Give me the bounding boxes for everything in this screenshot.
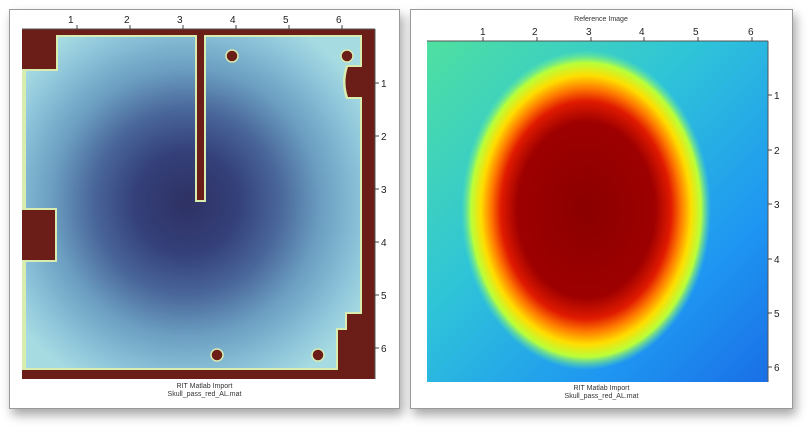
x-tick-label: 3 bbox=[177, 15, 183, 26]
x-tick-label: 6 bbox=[748, 27, 754, 38]
x-tick-label: 6 bbox=[336, 15, 342, 26]
y-tick-label: 2 bbox=[774, 146, 780, 157]
reference-title: Reference Image bbox=[574, 16, 628, 23]
y-tick-label: 4 bbox=[381, 238, 387, 249]
left-y-axis: 1 2 3 4 5 6 bbox=[375, 79, 387, 355]
x-tick-label: 4 bbox=[639, 27, 645, 38]
marker-hole bbox=[225, 49, 239, 63]
x-tick-label: 1 bbox=[68, 15, 74, 26]
x-tick-label: 5 bbox=[693, 27, 699, 38]
left-footer-source: RIT Matlab Import bbox=[176, 383, 233, 390]
reference-image-plot[interactable]: Reference Image 1 2 3 4 5 6 1 bbox=[411, 10, 792, 408]
left-footer-filename: Skull_pass_red_AL.mat bbox=[167, 391, 242, 398]
marker-hole bbox=[210, 348, 224, 362]
x-tick-label: 3 bbox=[586, 27, 592, 38]
x-tick-label: 5 bbox=[283, 15, 289, 26]
y-tick-label: 1 bbox=[774, 91, 780, 102]
x-tick-label: 2 bbox=[124, 15, 130, 26]
right-x-axis: 1 2 3 4 5 6 bbox=[480, 27, 754, 41]
y-tick-label: 2 bbox=[381, 132, 387, 143]
right-footer-filename: Skull_pass_red_AL.mat bbox=[564, 393, 639, 400]
right-y-axis: 1 2 3 4 5 6 bbox=[768, 91, 780, 374]
y-tick-label: 5 bbox=[381, 291, 387, 302]
y-tick-label: 1 bbox=[381, 79, 387, 90]
y-tick-label: 3 bbox=[381, 185, 387, 196]
y-tick-label: 6 bbox=[774, 363, 780, 374]
x-tick-label: 1 bbox=[480, 27, 486, 38]
marker-hole bbox=[340, 49, 354, 63]
y-tick-label: 5 bbox=[774, 309, 780, 320]
reference-image-panel[interactable]: Reference Image 1 2 3 4 5 6 1 bbox=[410, 9, 793, 409]
left-image-panel[interactable]: 1 2 3 4 5 6 1 2 3 4 5 6 RIT Matlab Impor… bbox=[9, 9, 400, 409]
x-tick-label: 4 bbox=[230, 15, 236, 26]
left-image-plot[interactable]: 1 2 3 4 5 6 1 2 3 4 5 6 bbox=[10, 10, 399, 408]
y-tick-label: 4 bbox=[774, 255, 780, 266]
dose-map bbox=[26, 37, 360, 368]
y-tick-label: 6 bbox=[381, 344, 387, 355]
x-tick-label: 2 bbox=[532, 27, 538, 38]
reference-heatmap bbox=[461, 50, 711, 370]
y-tick-label: 3 bbox=[774, 200, 780, 211]
left-x-axis: 1 2 3 4 5 6 bbox=[68, 15, 343, 29]
right-footer-source: RIT Matlab Import bbox=[573, 385, 630, 392]
marker-hole bbox=[311, 348, 325, 362]
